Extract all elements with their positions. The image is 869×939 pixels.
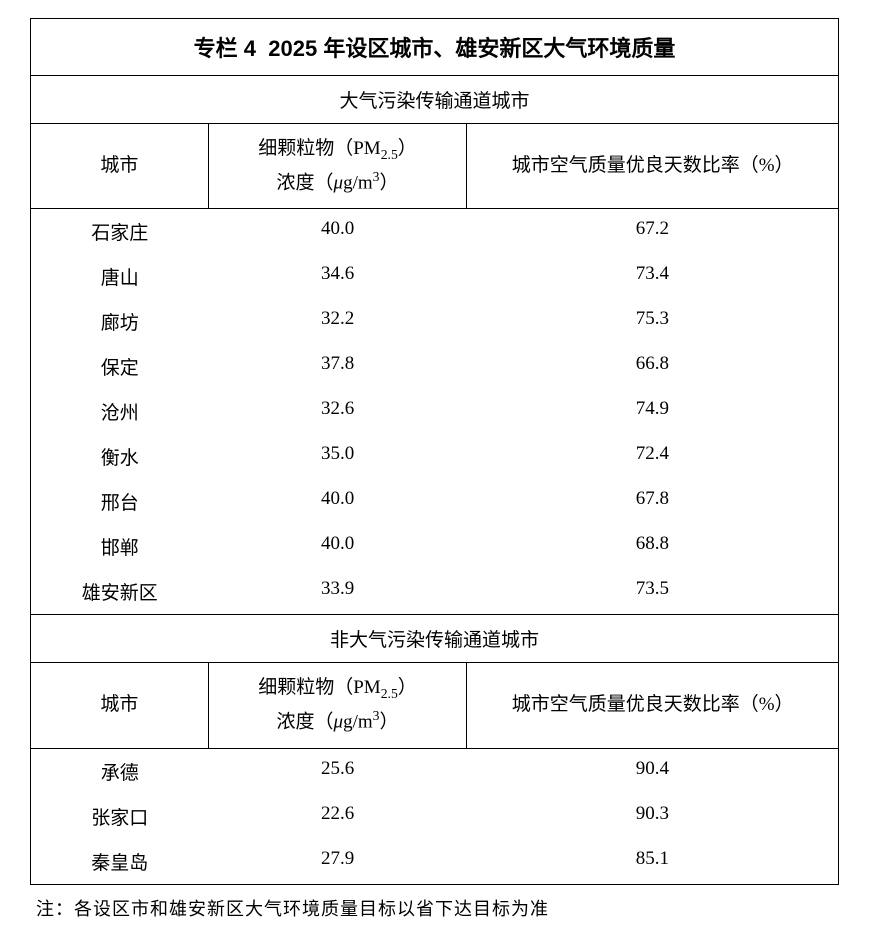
city-cell: 保定 xyxy=(31,344,209,389)
pm25-cell: 34.6 xyxy=(209,254,467,299)
header-row-2: 城市 细颗粒物（PM2.5） 浓度（μg/m3） 城市空气质量优良天数比率（%） xyxy=(31,663,839,748)
city-cell: 沧州 xyxy=(31,389,209,434)
section-2-title: 非大气污染传输通道城市 xyxy=(31,615,839,663)
city-cell: 唐山 xyxy=(31,254,209,299)
aqi-cell: 75.3 xyxy=(467,299,838,344)
city-cell: 邯郸 xyxy=(31,524,209,569)
aqi-cell: 90.3 xyxy=(467,794,838,839)
pm25-cell: 27.9 xyxy=(209,839,467,884)
pm25-cell: 22.6 xyxy=(209,794,467,839)
caption-prefix: 专栏 4 xyxy=(194,36,256,61)
col-city-header-2: 城市 xyxy=(31,663,209,748)
table-row: 承德25.690.4 xyxy=(31,749,838,794)
aqi-cell: 73.5 xyxy=(467,569,838,614)
aqi-cell: 72.4 xyxy=(467,434,838,479)
table-row: 张家口22.690.3 xyxy=(31,794,838,839)
table-row: 秦皇岛27.985.1 xyxy=(31,839,838,884)
aqi-cell: 67.8 xyxy=(467,479,838,524)
col-city-header: 城市 xyxy=(31,124,209,209)
aqi-cell: 66.8 xyxy=(467,344,838,389)
table-row: 廊坊32.275.3 xyxy=(31,299,838,344)
pm25-cell: 32.2 xyxy=(209,299,467,344)
city-cell: 雄安新区 xyxy=(31,569,209,614)
aqi-cell: 85.1 xyxy=(467,839,838,884)
col-pm25-header-2: 细颗粒物（PM2.5） 浓度（μg/m3） xyxy=(208,663,467,748)
city-cell: 廊坊 xyxy=(31,299,209,344)
pm25-cell: 40.0 xyxy=(209,479,467,524)
col-aqi-header: 城市空气质量优良天数比率（%） xyxy=(467,124,839,209)
aqi-cell: 74.9 xyxy=(467,389,838,434)
city-cell: 秦皇岛 xyxy=(31,839,209,884)
footnote: 注：各设区市和雄安新区大气环境质量目标以省下达目标为准 xyxy=(30,885,839,921)
pm25-cell: 37.8 xyxy=(209,344,467,389)
pm25-cell: 40.0 xyxy=(209,524,467,569)
city-cell: 邢台 xyxy=(31,479,209,524)
aqi-cell: 73.4 xyxy=(467,254,838,299)
col-aqi-header-2: 城市空气质量优良天数比率（%） xyxy=(467,663,839,748)
aqi-cell: 67.2 xyxy=(467,209,838,254)
pm25-cell: 40.0 xyxy=(209,209,467,254)
city-cell: 张家口 xyxy=(31,794,209,839)
pm25-cell: 35.0 xyxy=(209,434,467,479)
aqi-cell: 90.4 xyxy=(467,749,838,794)
pm25-cell: 32.6 xyxy=(209,389,467,434)
city-cell: 承德 xyxy=(31,749,209,794)
table-row: 唐山34.673.4 xyxy=(31,254,838,299)
section-2-data: 承德25.690.4张家口22.690.3秦皇岛27.985.1 xyxy=(31,748,839,884)
table-row: 邯郸40.068.8 xyxy=(31,524,838,569)
caption-body: 2025 年设区城市、雄安新区大气环境质量 xyxy=(268,36,675,61)
aqi-cell: 68.8 xyxy=(467,524,838,569)
pm25-cell: 33.9 xyxy=(209,569,467,614)
table-caption-row: 专栏 4 2025 年设区城市、雄安新区大气环境质量 xyxy=(31,19,839,76)
header-row-1: 城市 细颗粒物（PM2.5） 浓度（μg/m3） 城市空气质量优良天数比率（%） xyxy=(31,124,839,209)
table-row: 雄安新区33.973.5 xyxy=(31,569,838,614)
city-cell: 石家庄 xyxy=(31,209,209,254)
table-row: 沧州32.674.9 xyxy=(31,389,838,434)
section-1-title-row: 大气污染传输通道城市 xyxy=(31,76,839,124)
col-pm25-header: 细颗粒物（PM2.5） 浓度（μg/m3） xyxy=(208,124,467,209)
pm25-cell: 25.6 xyxy=(209,749,467,794)
table-row: 邢台40.067.8 xyxy=(31,479,838,524)
city-cell: 衡水 xyxy=(31,434,209,479)
table-row: 保定37.866.8 xyxy=(31,344,838,389)
table-row: 石家庄40.067.2 xyxy=(31,209,838,254)
section-2-title-row: 非大气污染传输通道城市 xyxy=(31,615,839,663)
table-row: 衡水35.072.4 xyxy=(31,434,838,479)
air-quality-table: 专栏 4 2025 年设区城市、雄安新区大气环境质量 大气污染传输通道城市 城市… xyxy=(30,18,839,885)
section-1-title: 大气污染传输通道城市 xyxy=(31,76,839,124)
section-1-data: 石家庄40.067.2唐山34.673.4廊坊32.275.3保定37.866.… xyxy=(31,209,839,615)
